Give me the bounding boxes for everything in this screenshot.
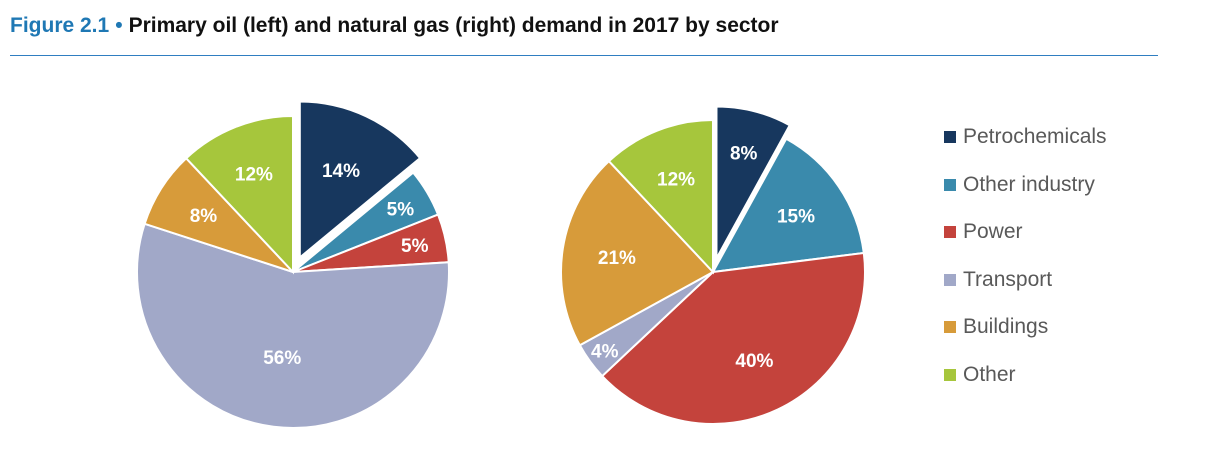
- pie1-label-other: 12%: [235, 164, 273, 185]
- pie2-label-power: 40%: [735, 351, 773, 372]
- pie1-slice-petrochemicals: [298, 100, 422, 260]
- pie1-label-buildings: 8%: [190, 206, 218, 227]
- pie1-label-other-industry: 5%: [387, 199, 415, 220]
- pie2-label-other: 12%: [657, 170, 695, 191]
- legend-swatch: [944, 178, 956, 191]
- legend-item-transport: Transport: [944, 267, 1107, 315]
- figure-number: Figure 2.1: [10, 14, 110, 37]
- legend: Petrochemicals Other industry Power Transpo…: [944, 124, 1107, 409]
- pie2-label-buildings: 21%: [598, 248, 636, 269]
- pie2-slice-power: [600, 251, 866, 425]
- legend-label: Power: [963, 220, 1023, 243]
- legend-item-power: Power: [944, 219, 1107, 267]
- title-bullet: •: [115, 14, 123, 37]
- pie2-slice-other-industry: [711, 137, 865, 274]
- legend-label: Buildings: [963, 315, 1049, 338]
- legend-swatch: [944, 226, 956, 238]
- legend-swatch: [944, 368, 956, 381]
- legend-label: Petrochemicals: [963, 125, 1107, 148]
- pie2-slice-other: [607, 118, 714, 275]
- pie1-label-petrochemicals: 14%: [322, 161, 360, 182]
- pie2-label-petrochemicals: 8%: [730, 143, 758, 164]
- pie2-label-transport: 4%: [591, 342, 619, 363]
- legend-item-other: Other: [944, 362, 1107, 410]
- legend-item-other-industry: Other industry: [944, 172, 1107, 220]
- legend-label: Transport: [963, 267, 1053, 291]
- legend-item-buildings: Buildings: [944, 314, 1107, 362]
- legend-item-petrochemicals: Petrochemicals: [944, 124, 1107, 172]
- pie2-slice-buildings: [560, 159, 715, 347]
- legend-swatch: [944, 321, 956, 333]
- figure-title-text: Primary oil (left) and natural gas (righ…: [128, 14, 779, 37]
- title-divider: [10, 55, 1158, 56]
- pie1-label-power: 5%: [401, 236, 429, 257]
- pie1-slice-other: [184, 114, 294, 275]
- legend-swatch: [944, 131, 956, 143]
- legend-label: Other: [963, 362, 1016, 386]
- pie1-label-transport: 56%: [263, 348, 301, 369]
- pie2-slice-petrochemicals: [715, 105, 792, 259]
- pie1-slice-transport: [136, 222, 450, 429]
- legend-label: Other industry: [963, 172, 1095, 196]
- legend-swatch: [944, 273, 956, 286]
- pie2-label-other-industry: 15%: [777, 207, 815, 228]
- figure-title: Figure 2.1 • Primary oil (left) and natura…: [10, 14, 779, 38]
